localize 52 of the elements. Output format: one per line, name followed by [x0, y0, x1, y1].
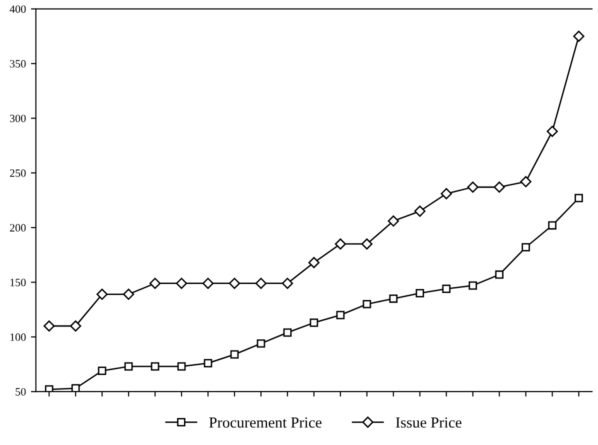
point: [388, 215, 400, 227]
y-tick-label: 300: [10, 114, 26, 122]
point: [389, 294, 398, 303]
point: [522, 243, 530, 252]
point: [204, 359, 212, 368]
point: [495, 270, 504, 279]
point: [442, 284, 451, 293]
point: [336, 310, 345, 320]
point: [202, 278, 214, 289]
y-tick-label: 50: [16, 388, 26, 396]
y-tick-label: 250: [10, 169, 26, 177]
y-tick-label: 150: [10, 278, 26, 286]
point: [70, 320, 82, 332]
point: [71, 384, 80, 392]
y-tick-label: 200: [10, 224, 26, 232]
point: [150, 362, 160, 371]
point: [283, 328, 292, 337]
point: [414, 206, 426, 217]
point: [440, 188, 452, 200]
point: [44, 385, 54, 392]
point: [310, 318, 318, 327]
point: [230, 350, 239, 359]
point: [308, 256, 320, 268]
point: [574, 194, 583, 202]
point: [548, 221, 556, 230]
y-tick-label: 100: [10, 333, 26, 341]
point: [468, 281, 478, 290]
point: [361, 238, 373, 250]
y-tick-label: 400: [10, 5, 26, 13]
point: [494, 182, 505, 193]
point: [228, 278, 240, 289]
point: [124, 362, 133, 371]
point: [282, 278, 294, 289]
point: [573, 30, 584, 42]
point: [176, 278, 188, 289]
point: [44, 320, 55, 332]
legend-label: Procurement Price: [209, 417, 322, 428]
point: [122, 288, 134, 300]
point: [256, 339, 266, 348]
point: [362, 300, 372, 308]
point: [177, 362, 186, 371]
point: [255, 278, 267, 289]
point: [467, 182, 478, 193]
legend-label: Issue Price: [396, 417, 462, 428]
point: [149, 278, 161, 289]
point: [334, 238, 346, 250]
point: [546, 126, 558, 137]
y-tick-label: 350: [10, 60, 26, 68]
point: [416, 289, 424, 298]
point: [520, 176, 532, 188]
point: [96, 288, 108, 300]
point: [98, 366, 106, 375]
